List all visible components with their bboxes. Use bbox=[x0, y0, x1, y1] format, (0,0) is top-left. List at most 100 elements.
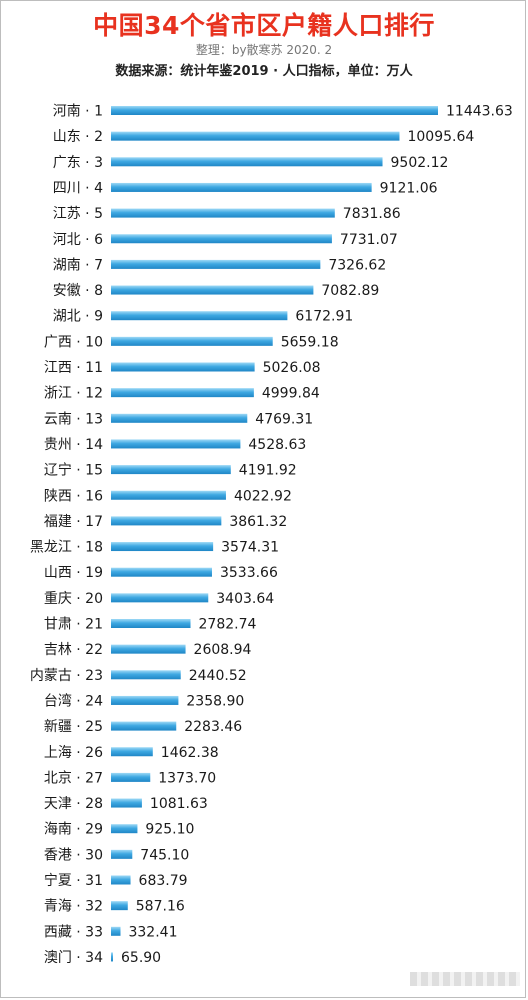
category-label: 内蒙古 · 23 bbox=[30, 668, 103, 684]
bar bbox=[111, 106, 438, 115]
watermark bbox=[410, 972, 520, 986]
category-label: 澳门 · 34 bbox=[44, 950, 103, 966]
bar bbox=[111, 772, 151, 782]
category-label: 西藏 · 33 bbox=[44, 924, 103, 940]
value-label: 2283.46 bbox=[184, 719, 242, 735]
category-label: 台湾 · 24 bbox=[44, 692, 103, 709]
category-label: 江西 · 11 bbox=[44, 360, 103, 376]
bar bbox=[111, 388, 254, 398]
value-label: 4528.63 bbox=[248, 437, 306, 453]
bar bbox=[111, 798, 142, 808]
bar bbox=[111, 285, 314, 295]
bar bbox=[111, 824, 138, 834]
category-label: 黑龙江 · 18 bbox=[30, 540, 103, 556]
bar bbox=[111, 439, 241, 449]
chart-title: 中国34个省市区户籍人口排行 bbox=[93, 11, 435, 40]
bar bbox=[111, 413, 248, 423]
category-label: 山东 · 2 bbox=[53, 129, 103, 145]
bar bbox=[111, 593, 209, 603]
value-label: 1373.70 bbox=[158, 770, 216, 786]
category-label: 上海 · 26 bbox=[44, 745, 103, 761]
category-label: 云南 · 13 bbox=[44, 411, 103, 427]
value-label: 3574.31 bbox=[221, 540, 279, 556]
value-label: 2782.74 bbox=[199, 617, 257, 633]
bar bbox=[111, 362, 255, 372]
value-label: 925.10 bbox=[145, 822, 194, 838]
bar bbox=[111, 952, 113, 962]
bar bbox=[111, 259, 321, 269]
value-label: 7082.89 bbox=[321, 283, 379, 299]
bar bbox=[111, 721, 177, 731]
bar bbox=[111, 926, 121, 936]
value-label: 4022.92 bbox=[234, 488, 292, 504]
category-label: 天津 · 28 bbox=[44, 796, 103, 812]
value-label: 2358.90 bbox=[186, 693, 244, 709]
category-label: 湖南 · 7 bbox=[53, 257, 103, 273]
value-label: 3533.66 bbox=[220, 565, 278, 581]
category-label: 贵州 · 14 bbox=[44, 437, 103, 453]
value-label: 65.90 bbox=[121, 950, 161, 966]
bar bbox=[111, 875, 131, 885]
value-label: 745.10 bbox=[140, 847, 189, 863]
category-label: 四川 · 4 bbox=[53, 180, 103, 196]
bar bbox=[111, 465, 231, 475]
bar bbox=[111, 157, 383, 167]
category-label: 河南 · 1 bbox=[53, 104, 103, 120]
chart-subtitle: 整理：by散寒苏 2020. 2 bbox=[195, 43, 333, 57]
value-label: 5026.08 bbox=[263, 360, 321, 376]
category-label: 宁夏 · 31 bbox=[44, 872, 103, 889]
value-label: 3403.64 bbox=[216, 591, 274, 607]
value-label: 2608.94 bbox=[194, 642, 252, 658]
bar bbox=[111, 619, 191, 628]
value-label: 2440.52 bbox=[189, 668, 247, 684]
value-label: 683.79 bbox=[139, 873, 188, 889]
bar bbox=[111, 131, 400, 141]
value-label: 7731.07 bbox=[340, 232, 398, 248]
value-label: 9502.12 bbox=[391, 155, 449, 171]
bar bbox=[111, 182, 372, 192]
value-label: 11443.63 bbox=[446, 104, 513, 120]
value-label: 7831.86 bbox=[343, 206, 401, 222]
bar bbox=[111, 516, 222, 526]
category-label: 辽宁 · 15 bbox=[44, 462, 103, 479]
category-label: 甘肃 · 21 bbox=[44, 617, 103, 633]
value-label: 1462.38 bbox=[161, 745, 219, 761]
value-label: 9121.06 bbox=[380, 180, 438, 196]
bar bbox=[111, 567, 212, 577]
bar bbox=[111, 644, 186, 654]
category-label: 河北 · 6 bbox=[53, 232, 103, 248]
value-label: 587.16 bbox=[136, 899, 185, 915]
bar bbox=[111, 849, 133, 859]
category-label: 江苏 · 5 bbox=[53, 206, 103, 222]
bar bbox=[111, 670, 181, 680]
value-label: 10095.64 bbox=[407, 129, 474, 145]
bar bbox=[111, 234, 332, 244]
category-label: 山西 · 19 bbox=[44, 565, 103, 581]
bar bbox=[111, 490, 226, 500]
value-label: 4999.84 bbox=[262, 386, 320, 402]
category-label: 浙江 · 12 bbox=[44, 386, 103, 402]
value-label: 1081.63 bbox=[150, 796, 208, 812]
category-label: 安徽 · 8 bbox=[53, 283, 103, 299]
category-label: 福建 · 17 bbox=[44, 514, 103, 530]
value-label: 7326.62 bbox=[328, 257, 386, 273]
category-label: 北京 · 27 bbox=[44, 770, 103, 786]
bar bbox=[111, 336, 273, 346]
category-label: 新疆 · 25 bbox=[44, 719, 103, 735]
category-label: 广西 · 10 bbox=[44, 334, 103, 350]
bar bbox=[111, 695, 179, 705]
category-label: 青海 · 32 bbox=[44, 899, 103, 915]
data-source-note: 数据来源：统计年鉴2019 · 人口指标，单位：万人 bbox=[115, 64, 413, 79]
value-label: 6172.91 bbox=[295, 309, 353, 325]
bar bbox=[111, 208, 335, 218]
category-label: 广东 · 3 bbox=[53, 155, 103, 171]
category-label: 吉林 · 22 bbox=[44, 642, 103, 658]
bar bbox=[111, 901, 128, 911]
bar bbox=[111, 542, 214, 552]
category-label: 海南 · 29 bbox=[44, 822, 103, 838]
value-label: 4769.31 bbox=[255, 411, 313, 427]
value-label: 4191.92 bbox=[239, 463, 297, 479]
value-label: 332.41 bbox=[128, 924, 177, 940]
